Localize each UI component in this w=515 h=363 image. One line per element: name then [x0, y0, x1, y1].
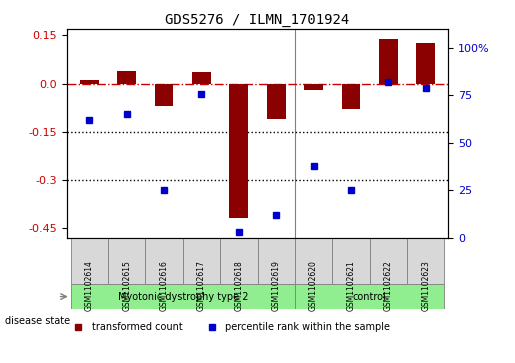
Text: GSM1102614: GSM1102614 — [85, 261, 94, 311]
FancyBboxPatch shape — [183, 238, 220, 284]
FancyBboxPatch shape — [71, 284, 295, 309]
Text: GSM1102617: GSM1102617 — [197, 261, 206, 311]
FancyBboxPatch shape — [71, 238, 108, 284]
Bar — [192, 72, 211, 83]
FancyBboxPatch shape — [108, 238, 145, 284]
Text: GSM1102620: GSM1102620 — [309, 261, 318, 311]
Text: GSM1102621: GSM1102621 — [347, 261, 355, 311]
Bar — [304, 83, 323, 90]
FancyBboxPatch shape — [295, 238, 332, 284]
Bar — [379, 39, 398, 83]
FancyBboxPatch shape — [407, 238, 444, 284]
Text: GSM1102615: GSM1102615 — [122, 261, 131, 311]
Bar — [80, 80, 99, 83]
Text: disease state: disease state — [5, 316, 70, 326]
FancyBboxPatch shape — [295, 284, 444, 309]
Text: Myotonic dystrophy type 2: Myotonic dystrophy type 2 — [117, 291, 248, 302]
Bar — [341, 83, 360, 109]
Text: GSM1102622: GSM1102622 — [384, 261, 393, 311]
Bar — [230, 83, 248, 218]
FancyBboxPatch shape — [332, 238, 370, 284]
Bar — [416, 44, 435, 83]
Title: GDS5276 / ILMN_1701924: GDS5276 / ILMN_1701924 — [165, 13, 350, 26]
Bar — [154, 83, 174, 106]
FancyBboxPatch shape — [145, 238, 183, 284]
Text: GSM1102616: GSM1102616 — [160, 261, 168, 311]
FancyBboxPatch shape — [258, 238, 295, 284]
Text: GSM1102623: GSM1102623 — [421, 261, 430, 311]
Text: percentile rank within the sample: percentile rank within the sample — [225, 322, 390, 332]
Text: GSM1102619: GSM1102619 — [272, 261, 281, 311]
Bar — [267, 83, 285, 119]
Text: GSM1102618: GSM1102618 — [234, 261, 243, 311]
Text: control: control — [353, 291, 386, 302]
Text: transformed count: transformed count — [92, 322, 182, 332]
FancyBboxPatch shape — [370, 238, 407, 284]
Bar — [117, 71, 136, 83]
FancyBboxPatch shape — [220, 238, 258, 284]
